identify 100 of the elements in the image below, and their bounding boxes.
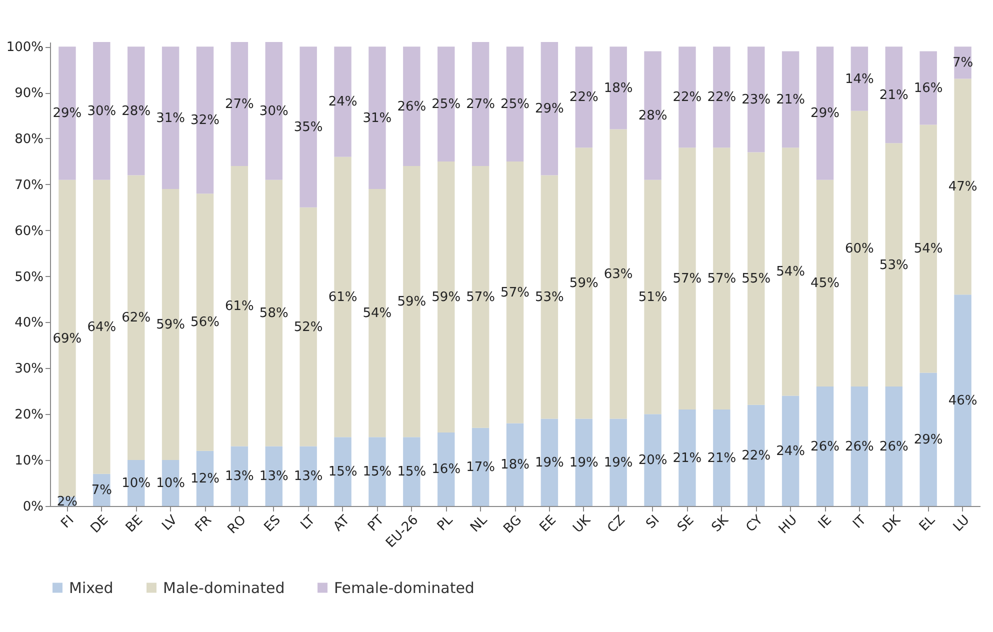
data-label: 24% <box>776 444 806 459</box>
x-tick-label: LT <box>298 512 318 533</box>
data-label: 29% <box>534 102 564 117</box>
data-label: 57% <box>707 272 736 287</box>
data-label: 21% <box>776 92 806 108</box>
y-tick-label: 60% <box>14 224 44 239</box>
x-tick-label: PT <box>365 512 388 535</box>
y-tick-label: 80% <box>14 132 44 147</box>
data-label: 24% <box>328 94 358 110</box>
data-label: 28% <box>638 108 668 124</box>
data-label: 58% <box>259 306 288 322</box>
legend-label: Male-dominated <box>163 578 285 597</box>
data-label: 22% <box>569 90 598 106</box>
data-label: 26% <box>810 439 840 454</box>
data-label: 30% <box>87 104 116 119</box>
data-label: 52% <box>294 320 323 335</box>
x-tick-label: HU <box>776 512 800 538</box>
y-tick-label: 10% <box>14 454 44 469</box>
data-label: 57% <box>672 272 702 287</box>
x-tick-label: SI <box>644 512 663 532</box>
data-label: 20% <box>638 453 668 468</box>
data-label: 17% <box>466 460 496 475</box>
data-label: 26% <box>397 99 426 114</box>
x-tick-label: DE <box>88 512 112 536</box>
data-label: 26% <box>879 439 908 454</box>
x-tick-label: BG <box>501 512 525 537</box>
data-label: 22% <box>742 448 771 464</box>
data-label: 7% <box>952 56 974 71</box>
data-label: 59% <box>432 290 461 305</box>
y-tick-label: 70% <box>14 178 44 193</box>
data-label: 57% <box>466 290 496 305</box>
x-tick-label: IE <box>816 512 835 532</box>
y-tick-label: 0% <box>22 500 44 514</box>
legend-label: Mixed <box>69 578 114 597</box>
data-label: 23% <box>742 92 771 108</box>
data-label: 16% <box>914 80 943 96</box>
x-tick-label: PL <box>434 512 457 534</box>
data-label: 21% <box>879 88 908 103</box>
data-label: 46% <box>948 393 978 408</box>
data-label: 55% <box>742 272 771 287</box>
data-label: 54% <box>914 242 943 257</box>
data-label: 45% <box>810 276 840 292</box>
data-label: 53% <box>879 258 908 273</box>
x-tick-label: CY <box>744 512 766 536</box>
data-label: 14% <box>844 72 874 87</box>
x-tick-label: SE <box>674 512 698 536</box>
data-label: 54% <box>362 306 392 322</box>
data-label: 32% <box>190 113 220 128</box>
data-label: 22% <box>707 90 736 106</box>
data-label: 27% <box>224 97 254 112</box>
data-label: 30% <box>259 104 288 119</box>
x-tick-label: BE <box>123 512 146 536</box>
data-label: 47% <box>948 180 978 195</box>
data-label: 59% <box>397 294 426 310</box>
data-label: 51% <box>638 290 668 305</box>
data-label: 13% <box>259 469 288 484</box>
data-label: 18% <box>500 458 530 473</box>
data-label: 57% <box>500 285 530 300</box>
data-label: 10% <box>122 476 151 492</box>
x-tick-label: SK <box>709 512 732 536</box>
y-tick-label: 90% <box>14 86 44 102</box>
data-label: 15% <box>362 464 392 480</box>
data-label: 27% <box>466 97 496 112</box>
data-label: 63% <box>604 267 633 282</box>
data-label: 21% <box>707 450 736 466</box>
data-label: 56% <box>190 315 220 330</box>
x-tick-label: UK <box>570 512 594 536</box>
x-tick-label: RO <box>225 512 250 538</box>
data-label: 13% <box>294 469 323 484</box>
data-label: 69% <box>52 331 82 346</box>
data-label: 22% <box>672 90 702 106</box>
data-label: 25% <box>500 97 530 112</box>
data-label: 19% <box>569 455 598 470</box>
x-tick-label: EE <box>537 512 560 536</box>
data-label: 64% <box>87 320 116 335</box>
data-label: 15% <box>397 464 426 480</box>
y-tick-label: 30% <box>14 362 44 377</box>
data-label: 25% <box>432 97 461 112</box>
x-tick-label: EL <box>916 512 939 534</box>
data-label: 19% <box>534 455 564 470</box>
data-label: 59% <box>569 276 598 292</box>
y-tick-label: 20% <box>14 408 44 423</box>
data-label: 62% <box>122 310 151 326</box>
data-label: 59% <box>156 318 186 333</box>
data-label: 35% <box>294 120 323 135</box>
x-tick-label: FI <box>58 512 78 532</box>
x-tick-label: AT <box>330 512 353 535</box>
data-label: 54% <box>776 264 806 280</box>
legend-label: Female-dominated <box>334 578 474 597</box>
data-label: 61% <box>224 299 254 314</box>
data-label: 53% <box>534 290 564 305</box>
x-tick-label: FR <box>192 512 215 536</box>
data-label: 16% <box>432 462 461 478</box>
y-tick-label: 50% <box>14 270 44 285</box>
data-label: 61% <box>328 290 358 305</box>
data-label: 18% <box>604 80 633 96</box>
data-label: 26% <box>844 439 874 454</box>
x-tick-label: DK <box>880 512 904 537</box>
data-label: 29% <box>914 432 943 448</box>
data-label: 13% <box>224 469 254 484</box>
